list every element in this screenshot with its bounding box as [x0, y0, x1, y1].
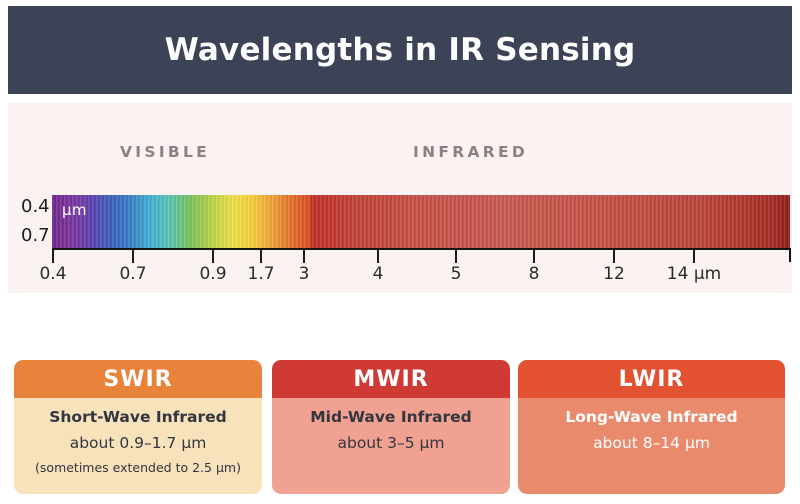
card-mwir-header: MWIR — [272, 360, 510, 398]
axis-tick — [533, 250, 535, 263]
axis-tick-label: 1.7 — [247, 264, 275, 284]
card-lwir[interactable]: LWIR Long-Wave Infrared about 8–14 µm — [518, 360, 785, 494]
card-swir-header: SWIR — [14, 360, 262, 398]
axis-tick — [132, 250, 134, 263]
axis-tick-label: 4 — [372, 264, 384, 284]
card-lwir-header: LWIR — [518, 360, 785, 398]
band-label-infrared: INFRARED — [413, 143, 529, 161]
axis-tick — [212, 250, 214, 263]
band-cards: SWIR Short-Wave Infrared about 0.9–1.7 µ… — [0, 360, 800, 496]
axis-tick — [303, 250, 305, 263]
axis-tick-label: 8 — [528, 264, 540, 284]
axis-tick — [693, 250, 695, 263]
left-axis-label-0-4: 0.4 — [21, 196, 50, 217]
card-lwir-body: Long-Wave Infrared about 8–14 µm — [518, 398, 785, 494]
card-mwir-range: about 3–5 µm — [337, 434, 445, 452]
spectrum-unit-label: µm — [62, 201, 87, 219]
card-mwir[interactable]: MWIR Mid-Wave Infrared about 3–5 µm — [272, 360, 510, 494]
spectrum-panel: VISIBLE INFRARED 0.4 0.7 µm 0.4 0.7 0.9 1.7… — [8, 103, 792, 293]
axis-tick — [377, 250, 379, 263]
card-mwir-title: Mid-Wave Infrared — [310, 408, 472, 426]
axis-tick — [52, 250, 54, 263]
axis-tick-label: 0.7 — [119, 264, 147, 284]
card-swir[interactable]: SWIR Short-Wave Infrared about 0.9–1.7 µ… — [14, 360, 262, 494]
axis-tick — [613, 250, 615, 263]
spectrum-bar: µm — [52, 195, 790, 248]
axis-tick-label: 3 — [298, 264, 310, 284]
card-swir-note: (sometimes extended to 2.5 µm) — [35, 460, 241, 475]
card-swir-body: Short-Wave Infrared about 0.9–1.7 µm (so… — [14, 398, 262, 494]
axis-tick-label: 14 µm — [666, 264, 722, 284]
axis-line — [52, 248, 791, 250]
title-bar: Wavelengths in IR Sensing — [8, 6, 792, 94]
card-swir-range: about 0.9–1.7 µm — [69, 434, 207, 452]
axis-end-cap — [789, 248, 791, 262]
spectrum-infrared-gradient — [311, 195, 790, 248]
spectrum-visible-gradient — [52, 195, 311, 248]
axis-tick — [455, 250, 457, 263]
card-mwir-body: Mid-Wave Infrared about 3–5 µm — [272, 398, 510, 494]
axis-tick-label: 0.9 — [199, 264, 227, 284]
axis-tick-label: 5 — [450, 264, 462, 284]
axis-tick-label: 12 — [603, 264, 625, 284]
axis-tick-label: 0.4 — [39, 264, 67, 284]
card-lwir-title: Long-Wave Infrared — [565, 408, 738, 426]
card-lwir-range: about 8–14 µm — [593, 434, 710, 452]
band-label-visible: VISIBLE — [120, 143, 211, 161]
page-title: Wavelengths in IR Sensing — [164, 32, 636, 68]
axis-tick — [260, 250, 262, 263]
card-swir-title: Short-Wave Infrared — [49, 408, 227, 426]
left-axis-label-0-7: 0.7 — [21, 225, 50, 246]
